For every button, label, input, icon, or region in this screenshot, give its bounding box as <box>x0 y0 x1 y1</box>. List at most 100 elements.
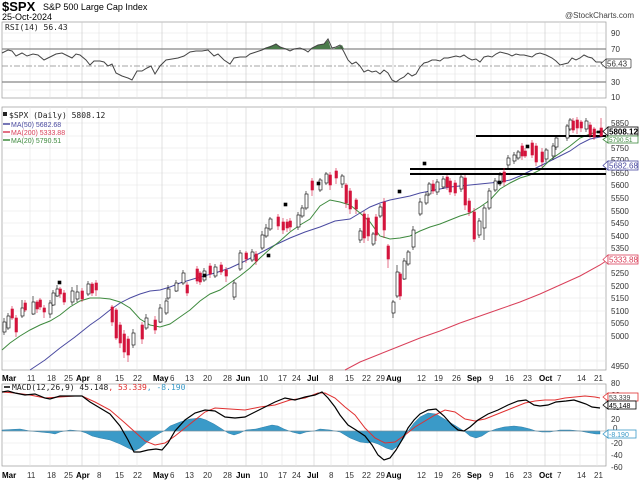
svg-text:7: 7 <box>557 471 562 480</box>
svg-text:20: 20 <box>611 415 620 424</box>
ma200-line <box>344 260 607 371</box>
svg-text:MA(200) 5333.88: MA(200) 5333.88 <box>11 130 65 137</box>
svg-text:24: 24 <box>292 471 301 480</box>
svg-text:7: 7 <box>557 374 562 383</box>
svg-text:29: 29 <box>376 374 385 383</box>
svg-text:10: 10 <box>259 471 268 480</box>
svg-text:Aug: Aug <box>386 471 402 480</box>
rsi-pane: 90 70 30 10 56.43 RSI(14) 56.43 <box>1 21 632 102</box>
copyright: @StockCharts.com <box>564 11 634 20</box>
svg-text:21: 21 <box>594 471 603 480</box>
svg-text:5682.68: 5682.68 <box>609 162 638 171</box>
svg-text:5100: 5100 <box>611 307 629 316</box>
svg-text:6: 6 <box>170 374 175 383</box>
svg-text:26: 26 <box>452 471 461 480</box>
svg-text:Sep: Sep <box>467 374 482 383</box>
svg-text:5600: 5600 <box>611 181 629 190</box>
svg-text:$SPX (Daily) 5808.12: $SPX (Daily) 5808.12 <box>9 111 106 120</box>
svg-text:17: 17 <box>278 471 287 480</box>
symbol-title: $SPX <box>2 0 36 14</box>
svg-text:23: 23 <box>523 471 532 480</box>
svg-text:30: 30 <box>611 78 620 87</box>
svg-text:Oct: Oct <box>539 471 553 480</box>
x-axis-top: Mar 11 18 25 Apr 8 15 22 May 6 13 20 28 Jun 10 1… <box>2 374 603 383</box>
svg-text:5000: 5000 <box>611 332 629 341</box>
histogram-tag: -8.190 <box>602 429 637 439</box>
macd-line <box>1 390 601 461</box>
ma200-tag: 5333.88 <box>602 254 638 265</box>
svg-text:25: 25 <box>64 374 73 383</box>
macd-tag: 45.148 <box>602 400 637 410</box>
svg-text:24: 24 <box>292 374 301 383</box>
svg-text:5450: 5450 <box>611 219 629 228</box>
index-name: S&P 500 Large Cap Index <box>43 2 148 12</box>
svg-text:22: 22 <box>133 374 142 383</box>
svg-text:May: May <box>153 374 169 383</box>
svg-text:28: 28 <box>223 374 232 383</box>
svg-text:Apr: Apr <box>76 374 90 383</box>
svg-text:May: May <box>153 471 169 480</box>
svg-text:17: 17 <box>278 374 287 383</box>
svg-text:5050: 5050 <box>611 319 629 328</box>
svg-text:Jun: Jun <box>236 471 250 480</box>
svg-text:5500: 5500 <box>611 207 629 216</box>
svg-text:5850: 5850 <box>611 119 629 128</box>
svg-text:15: 15 <box>115 471 124 480</box>
chart-date: 25-Oct-2024 <box>2 12 53 22</box>
svg-text:5790.51: 5790.51 <box>609 137 633 144</box>
macd-pane: 806040 200-20 -40-60 53.339 45.148 -8.19… <box>1 379 639 472</box>
svg-text:20: 20 <box>203 471 212 480</box>
rsi-value-tag: 56.43 <box>607 60 628 69</box>
svg-text:5150: 5150 <box>611 294 629 303</box>
svg-text:15: 15 <box>345 471 354 480</box>
svg-text:5650: 5650 <box>611 169 629 178</box>
ma50-tag: 5682.68 <box>602 160 638 171</box>
rsi-label: RSI(14) 56.43 <box>5 23 68 32</box>
price-pane: 5850 5750 5700 5650 5600 5550 5500 5450 5400… <box>1 106 638 371</box>
svg-text:13: 13 <box>185 471 194 480</box>
svg-text:15: 15 <box>115 374 124 383</box>
svg-text:53.339: 53.339 <box>609 395 631 402</box>
svg-text:-20: -20 <box>611 439 623 448</box>
svg-text:5250: 5250 <box>611 269 629 278</box>
svg-text:-40: -40 <box>611 451 623 460</box>
svg-text:5808.12: 5808.12 <box>609 128 638 137</box>
svg-text:MACD(12,26,9) 45.148, 53.339,: MACD(12,26,9) 45.148, 53.339, -8.190 <box>12 383 186 392</box>
signal-line <box>1 391 601 446</box>
x-axis-bottom: Mar 11 18 25 Apr 8 15 22 May 6 13 20 28 Jun 10 1… <box>2 471 603 480</box>
svg-text:5750: 5750 <box>611 144 629 153</box>
svg-text:Jun: Jun <box>236 374 250 383</box>
svg-text:11: 11 <box>27 471 36 480</box>
svg-text:20: 20 <box>203 374 212 383</box>
svg-text:5200: 5200 <box>611 282 629 291</box>
rsi-grid <box>2 32 606 91</box>
svg-text:15: 15 <box>345 374 354 383</box>
svg-text:19: 19 <box>434 374 443 383</box>
svg-text:14: 14 <box>577 471 586 480</box>
svg-text:Mar: Mar <box>2 471 16 480</box>
svg-text:10: 10 <box>259 374 268 383</box>
svg-text:9: 9 <box>489 374 494 383</box>
svg-text:6: 6 <box>170 471 175 480</box>
svg-text:25: 25 <box>64 471 73 480</box>
ma20-line <box>1 130 606 351</box>
svg-text:45.148: 45.148 <box>609 403 631 410</box>
svg-text:80: 80 <box>611 379 620 388</box>
svg-text:8: 8 <box>329 471 334 480</box>
svg-text:26: 26 <box>452 374 461 383</box>
svg-text:12: 12 <box>417 374 426 383</box>
svg-text:28: 28 <box>223 471 232 480</box>
rsi-line <box>1 38 607 83</box>
svg-text:Jul: Jul <box>307 374 319 383</box>
svg-text:10: 10 <box>611 93 620 102</box>
price-axis: 5850 5750 5700 5650 5600 5550 5500 5450 5400… <box>611 119 629 371</box>
svg-text:Mar: Mar <box>2 374 16 383</box>
svg-text:MA(50) 5682.68: MA(50) 5682.68 <box>11 122 61 129</box>
svg-text:9: 9 <box>489 471 494 480</box>
svg-text:18: 18 <box>47 471 56 480</box>
svg-text:14: 14 <box>577 374 586 383</box>
svg-text:22: 22 <box>362 471 371 480</box>
svg-text:5550: 5550 <box>611 194 629 203</box>
svg-text:5350: 5350 <box>611 244 629 253</box>
